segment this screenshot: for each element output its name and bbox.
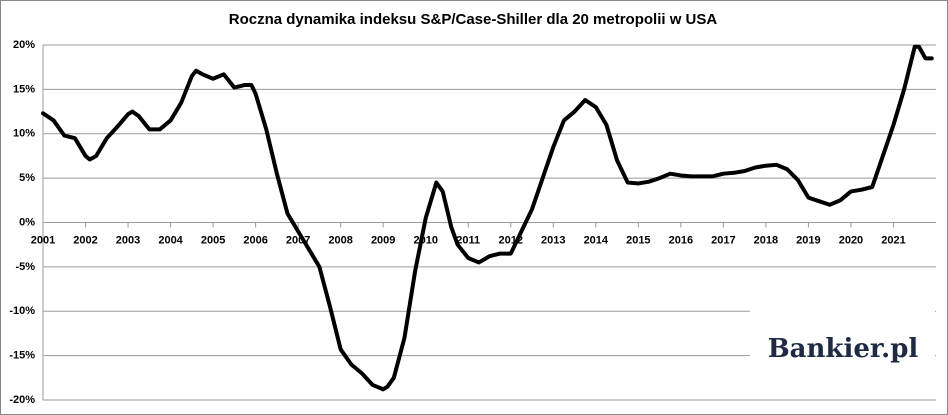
y-tick-label: 10%	[13, 128, 35, 140]
x-tick-label: 2006	[243, 234, 267, 246]
x-tick-label: 2005	[201, 234, 225, 246]
x-tick-label: 2020	[839, 234, 863, 246]
logo: Bankier.pl	[768, 334, 919, 364]
y-tick-label: 15%	[13, 83, 35, 95]
x-tick-label: 2017	[711, 234, 735, 246]
x-tick-label: 2002	[73, 234, 97, 246]
line	[41, 44, 934, 392]
logo-backdrop	[750, 305, 935, 375]
x-tick-label: 2001	[31, 234, 55, 246]
x-tick-label: 2009	[371, 234, 395, 246]
x-tick-label: 2014	[584, 234, 609, 246]
x-tick-label: 2013	[541, 234, 565, 246]
x-tick-label: 2010	[413, 234, 437, 246]
x-tick-label: 2008	[328, 234, 352, 246]
x-tick-label: 2015	[626, 234, 650, 246]
y-tick-label: 20%	[13, 39, 35, 51]
x-tick-label: 2019	[796, 234, 820, 246]
y-tick-label: 5%	[19, 172, 35, 184]
x-tick-label: 2011	[456, 234, 480, 246]
y-tick-label: -20%	[9, 394, 35, 406]
x-tick-label: 2003	[116, 234, 140, 246]
y-tick-label: -10%	[9, 305, 35, 317]
y-tick-label: -15%	[9, 350, 35, 362]
chart-title: Roczna dynamika indeksu S&P/Case-Shiller…	[229, 11, 718, 28]
x-tick-label: 2021	[881, 234, 905, 246]
y-tick-label: 0%	[19, 216, 35, 228]
x-tick-label: 2016	[669, 234, 693, 246]
x-tick-label: 2004	[158, 234, 183, 246]
y-tick-label: -5%	[15, 261, 35, 273]
x-tick-label: 2018	[754, 234, 778, 246]
